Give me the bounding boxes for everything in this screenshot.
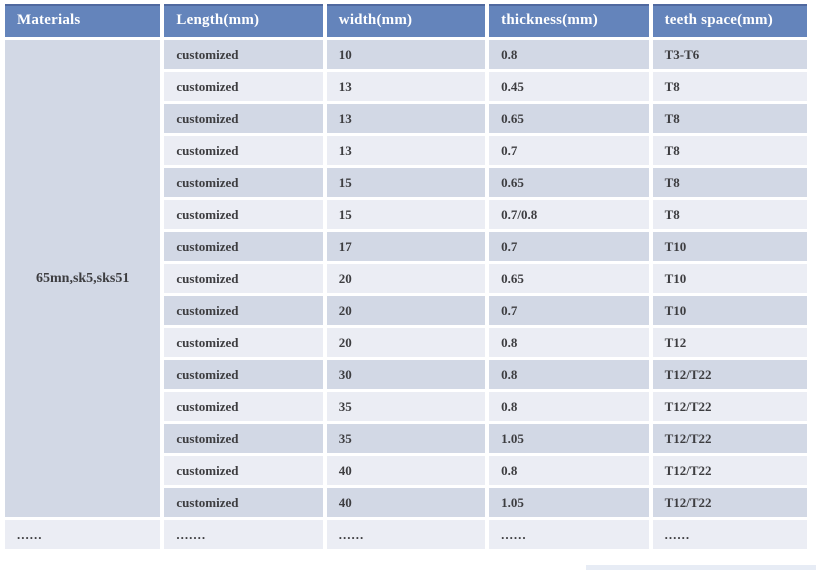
cell-width: 20 xyxy=(326,296,486,325)
cell-materials-ellipsis: ...... xyxy=(5,520,161,549)
cell-width: 20 xyxy=(326,264,486,293)
table-row: customized 17 0.7 T10 xyxy=(5,232,807,261)
cell-length: ....... xyxy=(164,520,323,549)
cell-length: customized xyxy=(164,488,323,517)
cell-teeth: T12/T22 xyxy=(652,392,807,421)
cell-width: 13 xyxy=(326,136,486,165)
table-row: customized 30 0.8 T12/T22 xyxy=(5,360,807,389)
cell-teeth: T12/T22 xyxy=(652,488,807,517)
cell-width: 35 xyxy=(326,424,486,453)
spec-table: Materials Length(mm) width(mm) thickness… xyxy=(1,1,811,552)
cell-teeth: T3-T6 xyxy=(652,40,807,69)
header-cell-length: Length(mm) xyxy=(164,4,323,37)
cell-length: customized xyxy=(164,232,323,261)
cell-thickness: 0.45 xyxy=(489,72,649,101)
bottom-edge-accent xyxy=(586,565,816,570)
materials-group-cell: 65mn,sk5,sks51 xyxy=(5,40,161,517)
table-row: customized 40 1.05 T12/T22 xyxy=(5,488,807,517)
cell-thickness: 0.8 xyxy=(489,456,649,485)
table-row-ellipsis: ...... ....... ...... ...... ...... xyxy=(5,520,807,549)
cell-thickness: 0.65 xyxy=(489,168,649,197)
header-cell-materials: Materials xyxy=(5,4,161,37)
cell-thickness: 0.8 xyxy=(489,360,649,389)
cell-length: customized xyxy=(164,296,323,325)
cell-teeth: ...... xyxy=(652,520,807,549)
cell-thickness: 0.7 xyxy=(489,136,649,165)
cell-width: 40 xyxy=(326,488,486,517)
header-cell-teeth: teeth space(mm) xyxy=(652,4,807,37)
table-row: customized 35 1.05 T12/T22 xyxy=(5,424,807,453)
cell-width: 13 xyxy=(326,72,486,101)
cell-width: 20 xyxy=(326,328,486,357)
table-row: customized 15 0.7/0.8 T8 xyxy=(5,200,807,229)
cell-length: customized xyxy=(164,168,323,197)
cell-length: customized xyxy=(164,136,323,165)
cell-length: customized xyxy=(164,424,323,453)
cell-width: 17 xyxy=(326,232,486,261)
table-body: 65mn,sk5,sks51 customized 10 0.8 T3-T6 c… xyxy=(5,40,807,549)
cell-length: customized xyxy=(164,456,323,485)
cell-width: 13 xyxy=(326,104,486,133)
cell-width: 15 xyxy=(326,168,486,197)
cell-thickness: 0.65 xyxy=(489,104,649,133)
table-row: customized 35 0.8 T12/T22 xyxy=(5,392,807,421)
cell-teeth: T8 xyxy=(652,168,807,197)
table-row: customized 13 0.65 T8 xyxy=(5,104,807,133)
cell-teeth: T12 xyxy=(652,328,807,357)
cell-width: 10 xyxy=(326,40,486,69)
cell-length: customized xyxy=(164,264,323,293)
cell-teeth: T10 xyxy=(652,296,807,325)
table-row: customized 13 0.7 T8 xyxy=(5,136,807,165)
cell-length: customized xyxy=(164,328,323,357)
cell-thickness: 0.7 xyxy=(489,232,649,261)
cell-teeth: T12/T22 xyxy=(652,456,807,485)
cell-length: customized xyxy=(164,72,323,101)
cell-thickness: 0.8 xyxy=(489,40,649,69)
cell-thickness: 1.05 xyxy=(489,488,649,517)
cell-thickness: 1.05 xyxy=(489,424,649,453)
cell-length: customized xyxy=(164,40,323,69)
cell-length: customized xyxy=(164,104,323,133)
cell-teeth: T12/T22 xyxy=(652,360,807,389)
cell-teeth: T8 xyxy=(652,136,807,165)
header-cell-width: width(mm) xyxy=(326,4,486,37)
cell-teeth: T8 xyxy=(652,72,807,101)
cell-thickness: 0.65 xyxy=(489,264,649,293)
cell-thickness: ...... xyxy=(489,520,649,549)
cell-thickness: 0.7/0.8 xyxy=(489,200,649,229)
cell-width: 30 xyxy=(326,360,486,389)
cell-length: customized xyxy=(164,200,323,229)
cell-teeth: T8 xyxy=(652,200,807,229)
table-row: 65mn,sk5,sks51 customized 10 0.8 T3-T6 xyxy=(5,40,807,517)
header-cell-thickness: thickness(mm) xyxy=(489,4,649,37)
cell-teeth: T10 xyxy=(652,232,807,261)
cell-length: customized xyxy=(164,392,323,421)
cell-thickness: 0.8 xyxy=(489,392,649,421)
table-row: customized 20 0.65 T10 xyxy=(5,264,807,293)
table-row: customized 13 0.45 T8 xyxy=(5,72,807,101)
cell-teeth: T12/T22 xyxy=(652,424,807,453)
cell-teeth: T10 xyxy=(652,264,807,293)
cell-width: ...... xyxy=(326,520,486,549)
table-row: customized 40 0.8 T12/T22 xyxy=(5,456,807,485)
table-header: Materials Length(mm) width(mm) thickness… xyxy=(5,4,807,37)
cell-thickness: 0.7 xyxy=(489,296,649,325)
cell-length: customized xyxy=(164,360,323,389)
cell-width: 15 xyxy=(326,200,486,229)
table-row: customized 20 0.8 T12 xyxy=(5,328,807,357)
table-row: customized 20 0.7 T10 xyxy=(5,296,807,325)
table-row: customized 15 0.65 T8 xyxy=(5,168,807,197)
cell-width: 40 xyxy=(326,456,486,485)
cell-thickness: 0.8 xyxy=(489,328,649,357)
header-row: Materials Length(mm) width(mm) thickness… xyxy=(5,4,807,37)
cell-teeth: T8 xyxy=(652,104,807,133)
cell-width: 35 xyxy=(326,392,486,421)
